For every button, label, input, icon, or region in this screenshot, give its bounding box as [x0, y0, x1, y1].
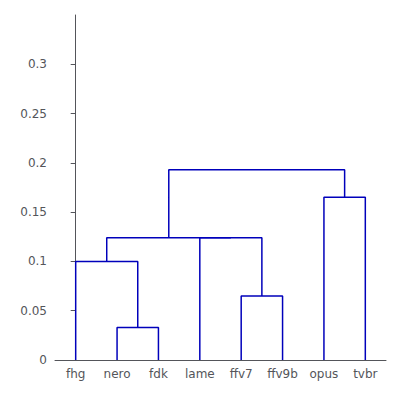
svg-text:0.25: 0.25 — [20, 107, 47, 121]
svg-text:0.2: 0.2 — [28, 156, 47, 170]
svg-text:0.15: 0.15 — [20, 205, 47, 219]
svg-text:lame: lame — [185, 367, 215, 381]
svg-text:tvbr: tvbr — [353, 367, 377, 381]
svg-text:fdk: fdk — [149, 367, 168, 381]
svg-text:ffv7: ffv7 — [230, 367, 253, 381]
svg-text:0.05: 0.05 — [20, 304, 47, 318]
svg-text:0.1: 0.1 — [28, 254, 47, 268]
svg-text:fhg: fhg — [66, 367, 85, 381]
svg-text:opus: opus — [310, 367, 339, 381]
svg-text:ffv9b: ffv9b — [267, 367, 298, 381]
svg-text:0: 0 — [39, 353, 47, 367]
svg-text:nero: nero — [104, 367, 131, 381]
svg-text:0.3: 0.3 — [28, 57, 47, 71]
